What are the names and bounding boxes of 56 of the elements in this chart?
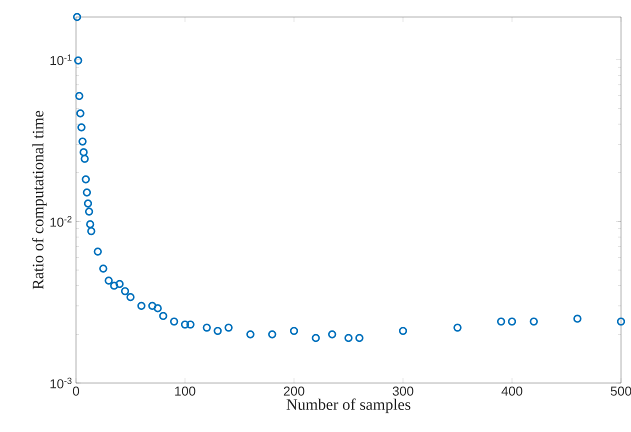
point (80, 154, 89, 163)
point (104, 276, 113, 285)
point (86, 220, 94, 228)
y-tick-label: 10$^{-1}$ (50, 54, 72, 66)
x-tick-label: 400 (502, 386, 522, 396)
point (344, 334, 353, 342)
point (94, 248, 102, 256)
point (328, 330, 336, 338)
point (110, 282, 118, 290)
point (84, 199, 92, 208)
point (224, 324, 233, 332)
point (120, 287, 130, 296)
point (530, 317, 538, 326)
x-tick-label: 100 (175, 386, 196, 396)
point (82, 175, 90, 184)
point (573, 314, 582, 323)
point (72, 12, 82, 22)
y-axis-title: Ratio of computational time (32, 110, 47, 290)
point (202, 324, 211, 332)
point (180, 320, 190, 329)
y-tick-label: 10$^{-2}$ (50, 216, 72, 227)
x-tick-label: 200 (284, 386, 304, 396)
point (268, 330, 276, 338)
point (497, 317, 506, 326)
point (214, 326, 222, 336)
point (75, 92, 84, 100)
x-tick-label: 0 (72, 386, 80, 396)
point (616, 317, 626, 326)
x-axis-title: Number of samples (286, 398, 410, 414)
point (148, 302, 156, 310)
point (186, 320, 195, 329)
point (84, 207, 94, 216)
y-tick-label: 10$^{-3}$ (50, 378, 72, 388)
point (74, 56, 82, 65)
point (355, 334, 364, 342)
x-tick-label: 300 (392, 386, 414, 396)
point (170, 317, 178, 326)
point (312, 334, 320, 342)
point (246, 330, 255, 338)
x-tick-label: 500 (610, 386, 631, 396)
point (116, 280, 124, 288)
point (126, 293, 135, 302)
point (137, 302, 146, 310)
point (154, 304, 162, 312)
point (76, 109, 84, 118)
point (82, 188, 91, 197)
point (398, 326, 408, 336)
point (80, 148, 88, 156)
point (453, 324, 462, 332)
point (99, 264, 108, 273)
point (77, 123, 86, 132)
point (508, 317, 516, 326)
point (159, 312, 168, 320)
point (78, 137, 87, 146)
point (290, 326, 298, 336)
point (87, 227, 96, 236)
